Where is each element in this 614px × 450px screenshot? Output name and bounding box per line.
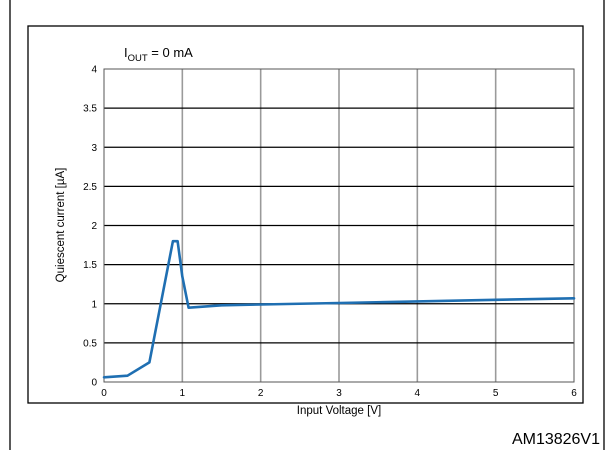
y-tick-label: 0.5 [83, 338, 97, 349]
x-tick-label: 3 [336, 388, 342, 399]
x-tick-label: 1 [180, 388, 186, 399]
y-tick-label: 1.5 [83, 260, 97, 271]
chart-annotation: IOUT = 0 mA [124, 45, 193, 64]
series-line [102, 239, 576, 379]
plot-box [103, 68, 575, 383]
x-axis-label: Input Voltage [V] [297, 405, 381, 417]
y-tick-label: 0 [91, 378, 97, 389]
annotation-rest: = 0 mA [148, 45, 193, 60]
y-tick-label: 2.5 [83, 182, 97, 193]
annotation-main: I [124, 45, 128, 60]
chart-frame [27, 25, 584, 404]
y-axis-label: Quiescent current [µA] [55, 168, 67, 283]
annotation-sub: OUT [128, 53, 148, 64]
x-tick-label: 5 [493, 388, 499, 399]
x-tick-label: 4 [415, 388, 421, 399]
y-tick-label: 3 [91, 143, 97, 154]
y-tick-label: 2 [91, 221, 97, 232]
y-tick-label: 3.5 [83, 104, 97, 115]
y-tick-label: 1 [91, 299, 97, 310]
x-tick-label: 2 [258, 388, 264, 399]
figure-id: AM13826V1 [512, 431, 600, 448]
plot-area: 0 1 2 3 4 5 6 0 0.5 1 1.5 2 2.5 3 3.5 4 [83, 65, 577, 400]
y-tick-label: 4 [91, 65, 97, 76]
x-tick-label: 0 [101, 388, 107, 399]
x-tick-label: 6 [571, 388, 577, 399]
